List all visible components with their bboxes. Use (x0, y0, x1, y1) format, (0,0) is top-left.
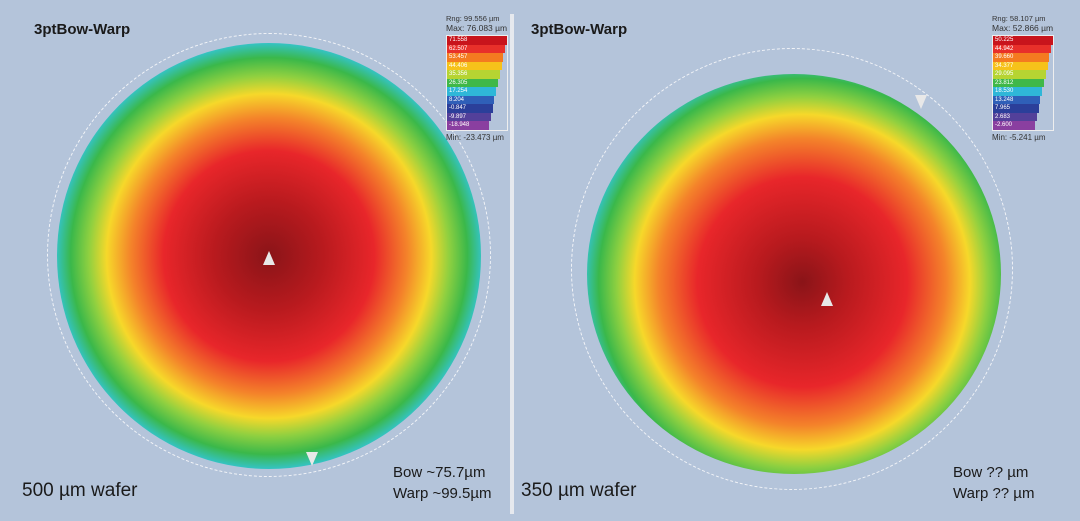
color-legend: Rng: 58.107 µm Max: 52.866 µm 50.225 44.9… (992, 14, 1054, 142)
legend-level: -9.897 (447, 112, 491, 121)
legend-min: Min: -23.473 µm (446, 132, 504, 142)
legend-level: 26.305 (447, 78, 498, 87)
legend-level: 62.507 (447, 44, 506, 53)
legend-level: 23.812 (993, 78, 1044, 87)
legend-max: Max: 52.866 µm (992, 23, 1054, 33)
left-panel: 3ptBow-Warp Rng: 99.556 µm Max: 76.083 µ… (0, 0, 510, 521)
legend-level: 13.248 (993, 95, 1041, 104)
legend-level: 7.965 (993, 104, 1039, 113)
marker-triangle-icon (263, 251, 275, 265)
legend-level: 18.530 (993, 87, 1043, 96)
legend-max: Max: 76.083 µm (446, 23, 508, 33)
bow-value: Bow ~75.7µm (393, 464, 486, 481)
marker-triangle-icon (821, 292, 833, 306)
right-panel: 3ptBow-Warp Rng: 58.107 µm Max: 52.866 µ… (515, 0, 1080, 521)
warp-value: Warp ?? µm (953, 485, 1035, 502)
legend-level: 2.683 (993, 112, 1037, 121)
legend-range: Rng: 58.107 µm (992, 14, 1046, 23)
legend-bars: 71.558 62.507 53.457 44.406 35.356 26.305 17.2… (446, 35, 508, 131)
legend-level: 29.095 (993, 70, 1046, 79)
legend-level: 17.254 (447, 87, 497, 96)
bow-value: Bow ?? µm (953, 464, 1029, 481)
legend-min: Min: -5.241 µm (992, 132, 1046, 142)
legend-level: 50.225 (993, 36, 1053, 45)
wafer-outline (47, 33, 491, 477)
stats: Bow ~75.7µm Warp ~99.5µm (393, 462, 492, 504)
legend-level: 8.204 (447, 95, 495, 104)
wafer-map (587, 74, 1001, 474)
legend-level: 35.356 (447, 70, 500, 79)
legend-level: -0.847 (447, 104, 493, 113)
wafer-label: 350 µm wafer (521, 480, 637, 501)
warp-value: Warp ~99.5µm (393, 485, 492, 502)
map-title: 3ptBow-Warp (531, 21, 628, 38)
legend-level: -2.600 (993, 121, 1035, 130)
map-title: 3ptBow-Warp (34, 21, 131, 38)
legend-level: 34.377 (993, 61, 1048, 70)
legend-bars: 50.225 44.942 39.660 34.377 29.095 23.812 18.5… (992, 35, 1054, 131)
marker-triangle-icon (306, 452, 318, 466)
wafer-outline (571, 48, 1013, 490)
marker-triangle-icon (915, 95, 927, 109)
stats: Bow ?? µm Warp ?? µm (953, 462, 1034, 504)
legend-level: 39.660 (993, 53, 1050, 62)
color-legend: Rng: 99.556 µm Max: 76.083 µm 71.558 62.5… (446, 14, 508, 142)
divider (510, 14, 514, 514)
legend-level: 44.406 (447, 61, 502, 70)
legend-level: 44.942 (993, 44, 1052, 53)
legend-level: -18.948 (447, 121, 489, 130)
legend-level: 71.558 (447, 36, 507, 45)
wafer-label: 500 µm wafer (22, 480, 138, 501)
legend-level: 53.457 (447, 53, 504, 62)
legend-range: Rng: 99.556 µm (446, 14, 500, 23)
